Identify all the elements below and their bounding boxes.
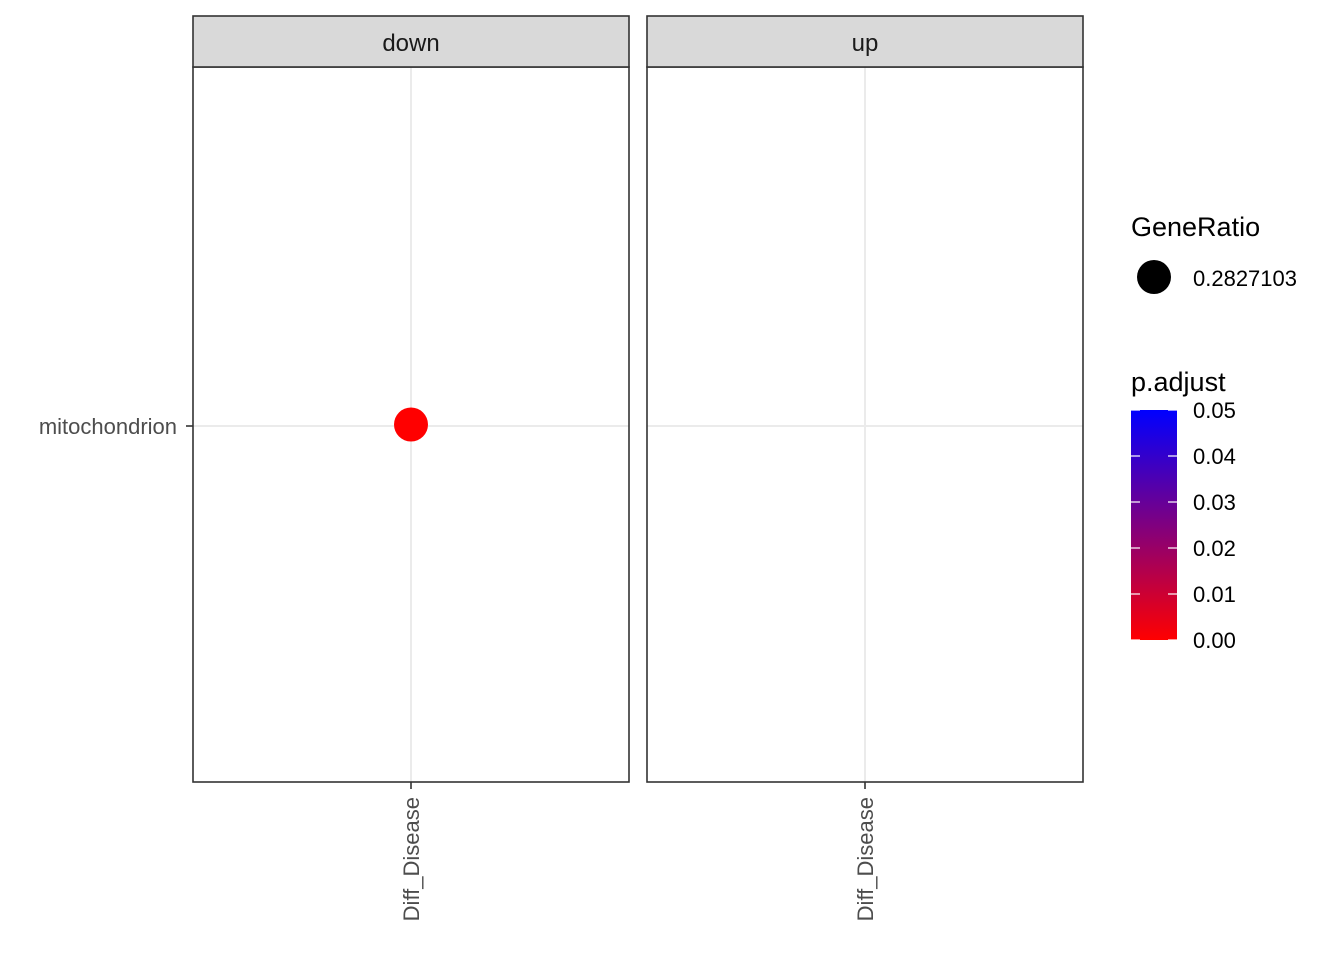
color-bar	[1131, 410, 1177, 640]
facet-panel-down: down Diff_Disease	[192, 15, 630, 921]
color-bar-label: 0.04	[1193, 444, 1236, 469]
strip-label: down	[382, 30, 439, 57]
strip-label: up	[852, 30, 879, 57]
color-bar-label: 0.03	[1193, 490, 1236, 515]
color-legend: p.adjust 0.05 0.04 0.03 0.02 0.01 0.00	[1131, 367, 1236, 653]
size-legend: GeneRatio 0.2827103	[1131, 212, 1297, 294]
x-tick-label: Diff_Disease	[399, 797, 424, 921]
size-legend-label: 0.2827103	[1193, 266, 1297, 291]
x-tick-label: Diff_Disease	[853, 797, 878, 921]
strip-background	[192, 15, 630, 68]
strip-background	[646, 15, 1084, 68]
color-bar-label: 0.02	[1193, 536, 1236, 561]
facet-panel-up: up Diff_Disease	[646, 15, 1084, 921]
data-point	[394, 407, 428, 442]
size-legend-key	[1137, 260, 1171, 294]
color-bar-ticks: 0.05 0.04 0.03 0.02 0.01 0.00	[1131, 398, 1236, 653]
size-legend-title: GeneRatio	[1131, 212, 1260, 242]
data-points	[394, 407, 428, 442]
color-bar-label: 0.01	[1193, 582, 1236, 607]
y-axis: mitochondrion	[39, 414, 193, 439]
color-bar-label: 0.00	[1193, 628, 1236, 653]
color-legend-title: p.adjust	[1131, 367, 1226, 397]
color-bar-label: 0.05	[1193, 398, 1236, 423]
y-tick-label: mitochondrion	[39, 414, 177, 439]
